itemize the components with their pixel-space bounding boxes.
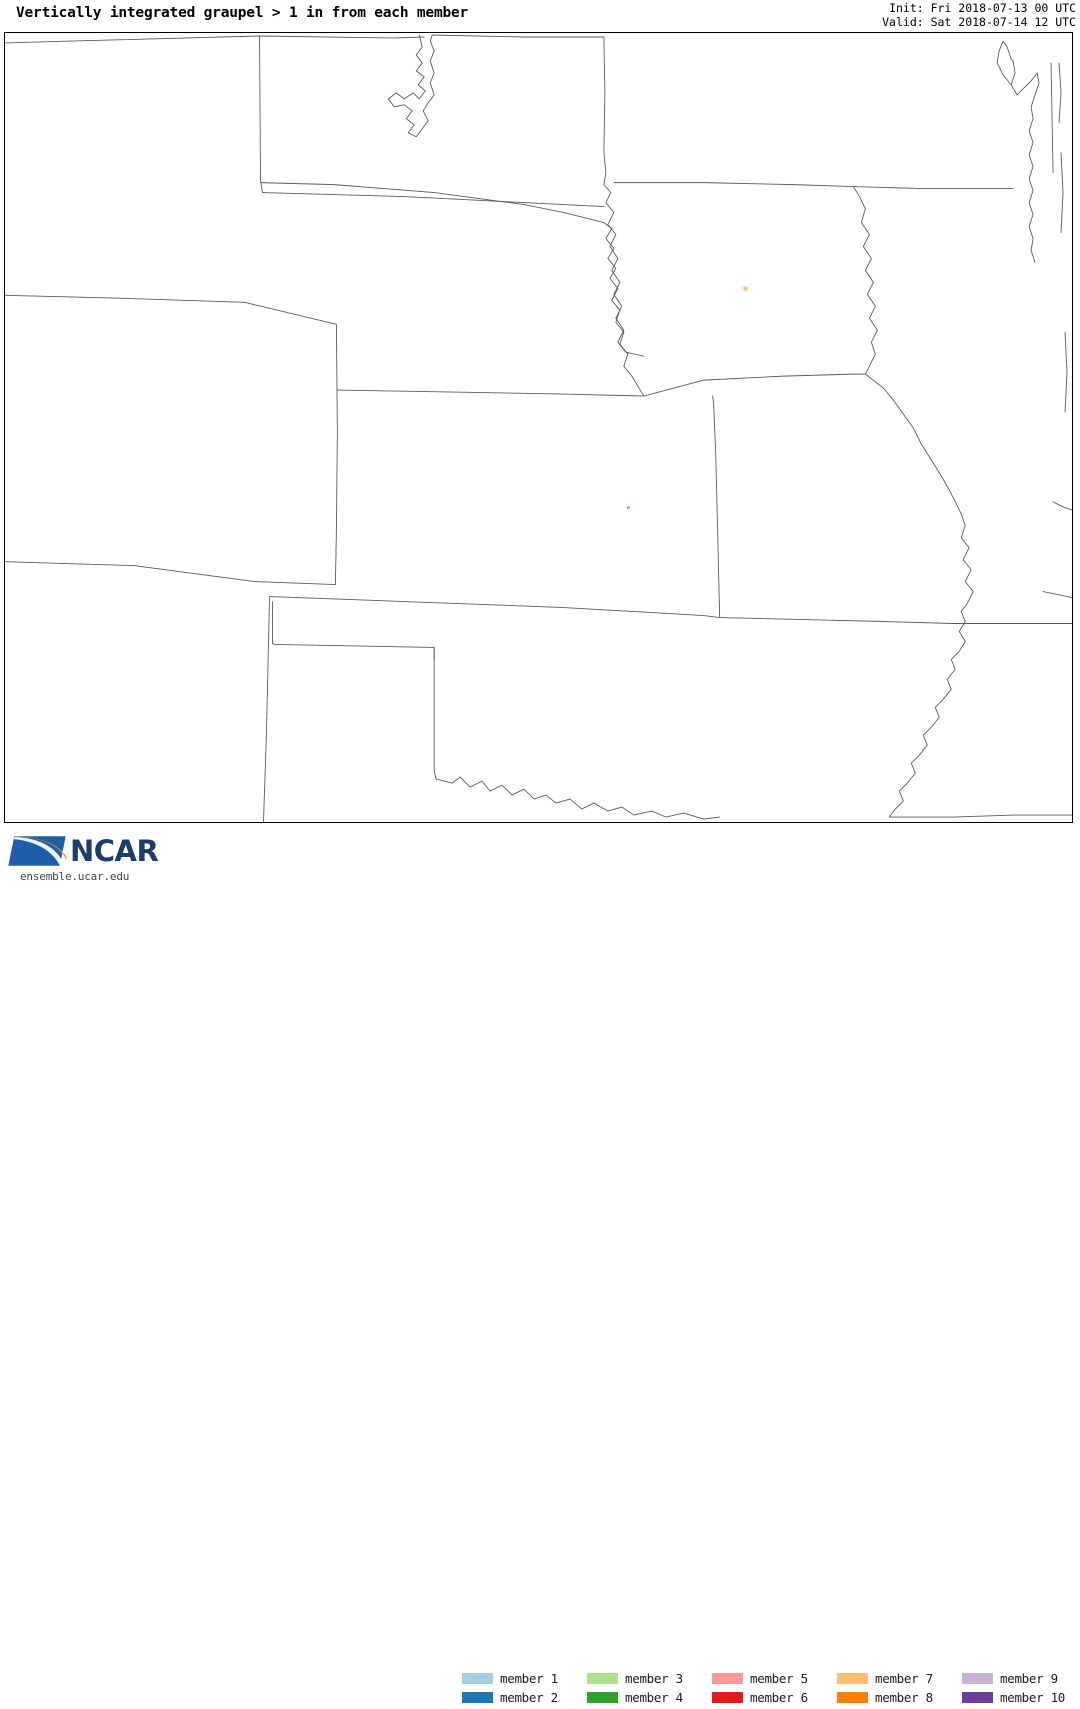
ncar-logo-mark (7, 835, 67, 867)
border-mt-nd-top (259, 35, 425, 39)
border-nd-sd (262, 192, 605, 208)
legend-label-member-2: member 2 (500, 1690, 558, 1705)
border-tn-ky-hint (1042, 591, 1072, 599)
border-right-margin (1050, 62, 1054, 174)
legend-swatch-icon-member-9 (962, 1673, 993, 1684)
member-mark-7 (743, 286, 748, 291)
border-mo-il-mississippi (864, 373, 974, 818)
legend-swatch-icon-member-2 (462, 1692, 493, 1703)
border-tx-ok-vertical (433, 646, 437, 780)
border-minnesota-canada (431, 34, 605, 38)
border-co-nm (5, 561, 336, 586)
legend-label-member-5: member 5 (750, 1671, 808, 1686)
legend-item-member-7[interactable]: member 7 (837, 1669, 962, 1688)
border-mi-right-edge (1058, 62, 1062, 124)
legend-swatch-icon-member-7 (837, 1673, 868, 1684)
legend-label-member-3: member 3 (625, 1671, 683, 1686)
legend-item-member-5[interactable]: member 5 (712, 1669, 837, 1688)
legend-swatch-icon-member-6 (712, 1692, 743, 1703)
border-wy-west (5, 294, 337, 325)
legend-item-member-10[interactable]: member 10 (962, 1688, 1080, 1707)
border-mn-wi (603, 36, 645, 357)
legend-label-member-7: member 7 (875, 1671, 933, 1686)
border-red-river (435, 776, 721, 820)
ncar-url-label: ensemble.ucar.edu (20, 870, 130, 883)
legend-label-member-9: member 9 (1000, 1671, 1058, 1686)
border-missouri-river-ne-ia (603, 222, 645, 397)
border-il-wi (852, 186, 1014, 190)
legend-item-member-6[interactable]: member 6 (712, 1688, 837, 1707)
border-ia-mn (613, 182, 854, 188)
border-mt-nd-vertical (259, 35, 263, 194)
border-sd-ne (260, 182, 605, 223)
border-ky-hint (1052, 501, 1072, 511)
border-ks-ok (269, 596, 721, 618)
legend-label-member-4: member 4 (625, 1690, 683, 1705)
border-il-in-south (1064, 331, 1068, 413)
border-ar-la (888, 814, 1072, 818)
legend-swatch-icon-member-10 (962, 1692, 993, 1703)
border-ne-ks (336, 389, 645, 397)
valid-time-label: Valid: Sat 2018-07-14 12 UTC (882, 14, 1076, 29)
border-lake-of-the-woods (387, 34, 435, 138)
ncar-wordmark: NCAR (70, 834, 159, 868)
legend-item-member-8[interactable]: member 8 (837, 1688, 962, 1707)
init-time-label: Init: Fri 2018-07-13 00 UTC (889, 1, 1076, 15)
border-ia-mo (643, 373, 866, 397)
header: Vertically integrated graupel > 1 in fro… (0, 0, 1080, 30)
border-mo-ks-vertical (712, 395, 721, 618)
footer: NCAR ensemble.ucar.edu member 1 member 2… (0, 824, 1080, 1705)
forecast-time-block: Init: Fri 2018-07-13 00 UTC Valid: Sat 2… (882, 1, 1076, 29)
legend-item-member-4[interactable]: member 4 (587, 1688, 712, 1707)
border-in-right-edge (1060, 152, 1064, 233)
legend-label-member-6: member 6 (750, 1690, 808, 1705)
legend-item-member-1[interactable]: member 1 (462, 1669, 587, 1688)
page-title: Vertically integrated graupel > 1 in fro… (16, 5, 469, 21)
legend-label-member-8: member 8 (875, 1690, 933, 1705)
legend-item-member-3[interactable]: member 3 (587, 1669, 712, 1688)
border-wy-co-vertical (334, 323, 338, 586)
border-mo-ar (719, 617, 966, 624)
legend-item-member-2[interactable]: member 2 (462, 1688, 587, 1707)
ncar-logo[interactable]: NCAR ensemble.ucar.edu (6, 834, 176, 884)
legend-label-member-10: member 10 (1000, 1690, 1066, 1705)
legend-swatch-icon-member-1 (462, 1673, 493, 1684)
border-tx-nm-vertical (263, 597, 270, 822)
map-canvas (5, 34, 1072, 822)
border-lake-michigan-shore (1010, 60, 1040, 263)
legend-swatch-icon-member-3 (587, 1673, 618, 1684)
legend-swatch-icon-member-5 (712, 1673, 743, 1684)
border-door-peninsula (996, 40, 1014, 86)
member-mark-5 (626, 505, 630, 509)
legend-swatch-icon-member-4 (587, 1692, 618, 1703)
legend-item-member-9[interactable]: member 9 (962, 1669, 1080, 1688)
legend-label-member-1: member 1 (500, 1671, 558, 1686)
legend-swatch-icon-member-8 (837, 1692, 868, 1703)
border-ok-panhandle (272, 601, 435, 660)
border-canada-line (5, 35, 260, 44)
member-legend: member 1 member 2 member 3 member 4 memb… (462, 1669, 1074, 1709)
map-panel[interactable] (4, 32, 1073, 823)
border-ia-il-mississippi (852, 186, 878, 375)
